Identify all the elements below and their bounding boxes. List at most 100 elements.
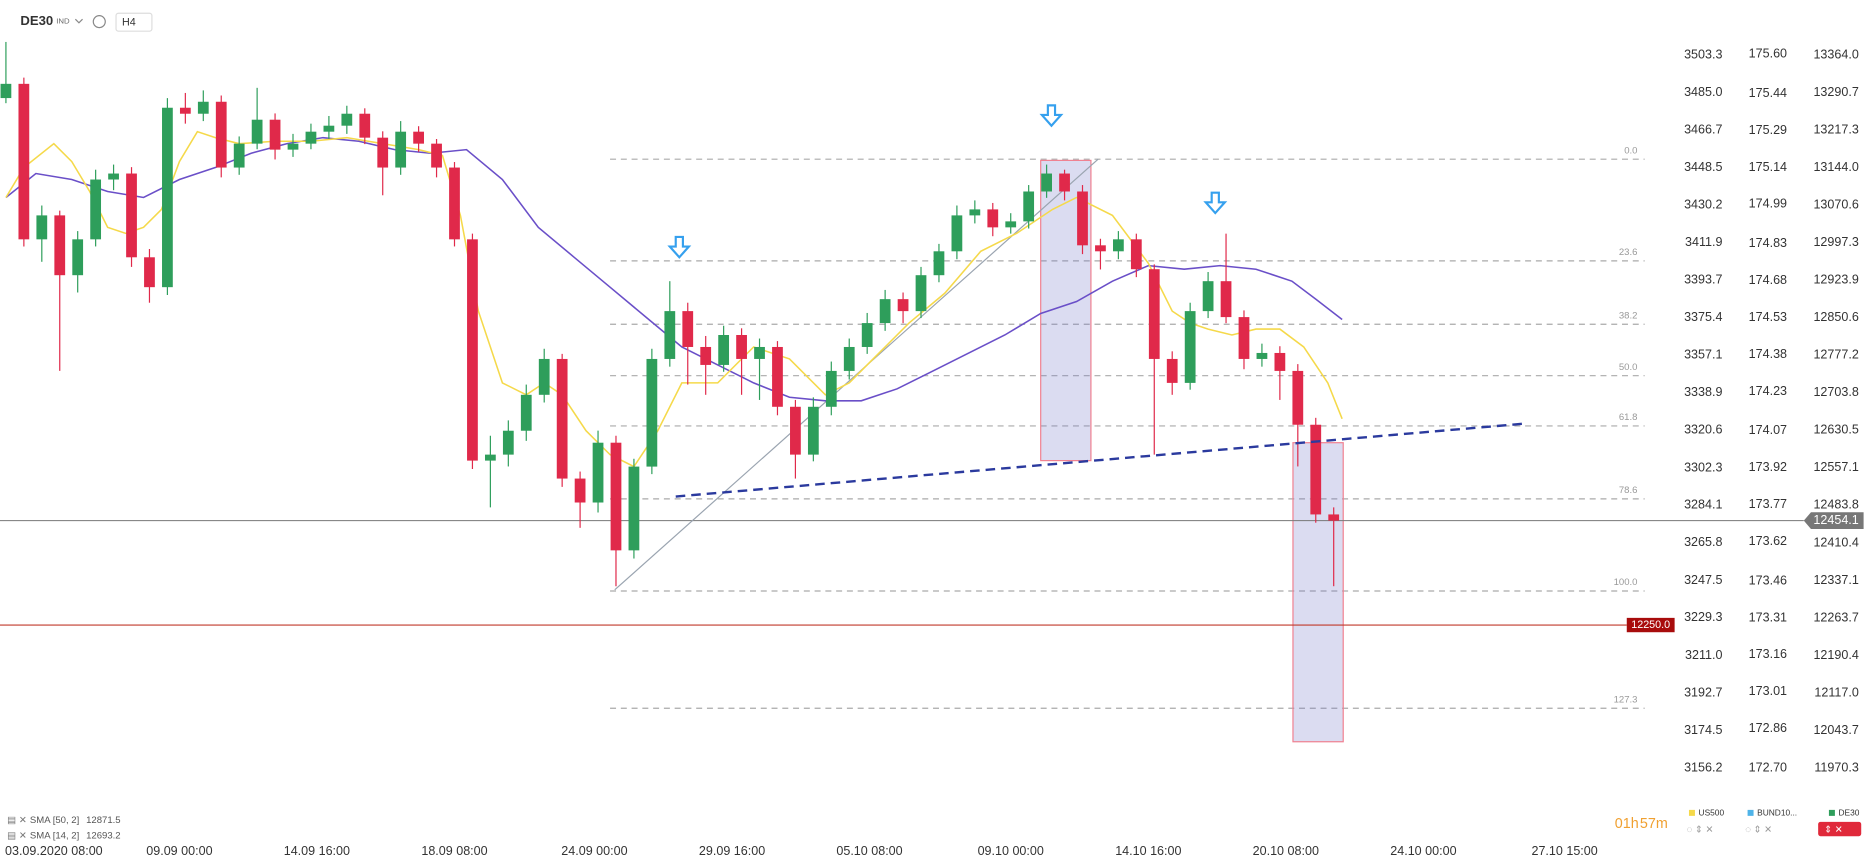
- candle-body: [1041, 173, 1052, 192]
- candle-body: [108, 173, 119, 180]
- timer-minutes: 57m: [1640, 816, 1668, 832]
- x-tick-label: 05.10 08:00: [836, 844, 902, 858]
- y-tick-label: 13070.6: [1813, 198, 1858, 212]
- x-tick-label: 03.09.2020 08:00: [5, 844, 103, 858]
- x-tick-label: 14.10 16:00: [1115, 844, 1181, 858]
- y-tick-label: 3174.5: [1684, 723, 1722, 737]
- candle-body: [897, 299, 909, 312]
- y-tick-label: 174.68: [1749, 273, 1787, 287]
- legend-icons[interactable]: ▤ ✕: [7, 815, 27, 826]
- candle-body: [0, 83, 12, 99]
- y-tick-label: 13217.3: [1813, 122, 1858, 136]
- candle-body: [664, 311, 676, 359]
- candle-body: [592, 442, 604, 503]
- fib-label: 50.0: [1619, 362, 1638, 373]
- y-tick-label: 173.62: [1749, 534, 1787, 548]
- x-tick-label: 14.09 16:00: [284, 844, 350, 858]
- y-tick-label: 173.46: [1749, 573, 1787, 587]
- y-tick-label: 173.92: [1749, 460, 1787, 474]
- y-tick-label: 3485.0: [1684, 85, 1722, 99]
- candle-body: [736, 335, 747, 359]
- candle-body: [323, 125, 335, 132]
- candle-body: [305, 131, 317, 144]
- y-tick-label: 12263.7: [1813, 610, 1858, 624]
- candle-body: [72, 239, 84, 276]
- y-tick-label: 3503.3: [1684, 47, 1722, 61]
- candle-body: [1005, 221, 1017, 228]
- indicator-legend: ▤ ✕ ▤ ✕: [7, 815, 27, 842]
- candle-body: [377, 137, 389, 168]
- interval-button[interactable]: [115, 12, 153, 32]
- legend-value: 12871.5: [86, 815, 121, 826]
- candle-body: [700, 346, 712, 365]
- x-tick-label: 09.09 00:00: [146, 844, 212, 858]
- candle-body: [287, 143, 299, 150]
- y-tick-label: 12483.8: [1813, 498, 1858, 512]
- candle-body: [269, 119, 281, 150]
- last-price-label: 12454.1: [1813, 513, 1858, 527]
- y-tick-label: 3211.0: [1685, 648, 1722, 662]
- y-tick-label: 174.53: [1749, 310, 1787, 324]
- legend-name: SMA [14, 2]: [30, 831, 79, 842]
- info-icon[interactable]: [92, 15, 106, 29]
- y-tick-label: 174.99: [1749, 197, 1787, 211]
- y-tick-label: 175.14: [1749, 160, 1787, 174]
- candle-body: [1274, 352, 1286, 371]
- symbol-controls[interactable]: ◌ ⇕ ✕: [1745, 825, 1772, 836]
- y-tick-label: 3229.3: [1684, 610, 1722, 624]
- y-tick-label: 173.77: [1749, 497, 1787, 511]
- footer: 01h 57m US500 ◌ ⇕ ✕ BUND10... ◌ ⇕ ✕ DE30…: [1615, 808, 1862, 837]
- interval: H4: [122, 17, 136, 29]
- symbol-swatch: [1688, 809, 1695, 816]
- y-tick-label: 3338.9: [1684, 385, 1722, 399]
- candle-body: [413, 131, 424, 144]
- y-tick-label: 12043.7: [1813, 723, 1858, 737]
- candle-body: [1023, 191, 1035, 222]
- candle-body: [197, 101, 209, 114]
- candle-body: [1059, 173, 1070, 192]
- y-tick-label: 13364.0: [1813, 47, 1858, 61]
- symbol-tab[interactable]: US500: [1699, 808, 1725, 818]
- symbol-controls[interactable]: ⇕ ✕: [1824, 825, 1843, 836]
- symbol-controls[interactable]: ◌ ⇕ ✕: [1687, 825, 1714, 836]
- last-price-tag: [1803, 512, 1864, 529]
- symbol-tab[interactable]: DE30: [1838, 808, 1859, 818]
- candle-body: [341, 113, 353, 126]
- candle-body: [861, 323, 873, 347]
- candle-body: [825, 370, 837, 407]
- y-tick-label: 3466.7: [1684, 123, 1722, 137]
- candle-body: [1113, 239, 1124, 252]
- y-tick-label: 172.70: [1749, 760, 1787, 774]
- candle-body: [1130, 239, 1142, 270]
- x-tick-label: 24.10 00:00: [1390, 844, 1456, 858]
- candle-body: [90, 179, 102, 240]
- legend-name: SMA [50, 2]: [30, 815, 79, 826]
- legend-value: 12693.2: [86, 831, 121, 842]
- y-tick-label: 3156.2: [1684, 760, 1722, 774]
- dropdown-caret[interactable]: [74, 18, 83, 24]
- y-tick-label: 174.07: [1749, 423, 1787, 437]
- legend-icons[interactable]: ▤ ✕: [7, 831, 27, 842]
- candle-body: [233, 143, 245, 168]
- symbol-swatch: [1828, 809, 1835, 816]
- y-tick-label: 3375.4: [1684, 310, 1722, 324]
- candle-body: [1077, 191, 1088, 246]
- y-tick-label: 173.01: [1749, 684, 1787, 698]
- candle-body: [574, 478, 586, 503]
- x-tick-label: 20.10 08:00: [1253, 844, 1319, 858]
- candle-body: [520, 394, 532, 431]
- y-tick-label: 13144.0: [1813, 160, 1858, 174]
- candle-body: [790, 406, 801, 455]
- symbol-controls-active[interactable]: [1818, 821, 1862, 837]
- symbol-tab[interactable]: BUND10...: [1757, 808, 1797, 818]
- x-tick-label: 09.10 00:00: [978, 844, 1044, 858]
- fib-label: 38.2: [1619, 310, 1638, 321]
- y-tick-label: 3393.7: [1684, 273, 1722, 287]
- y-tick-label: 3448.5: [1684, 160, 1722, 174]
- y-tick-label: 12410.4: [1813, 535, 1858, 549]
- candle-body: [179, 107, 191, 114]
- order-level-label: 12250.0: [1631, 619, 1670, 631]
- candle-body: [1238, 317, 1250, 359]
